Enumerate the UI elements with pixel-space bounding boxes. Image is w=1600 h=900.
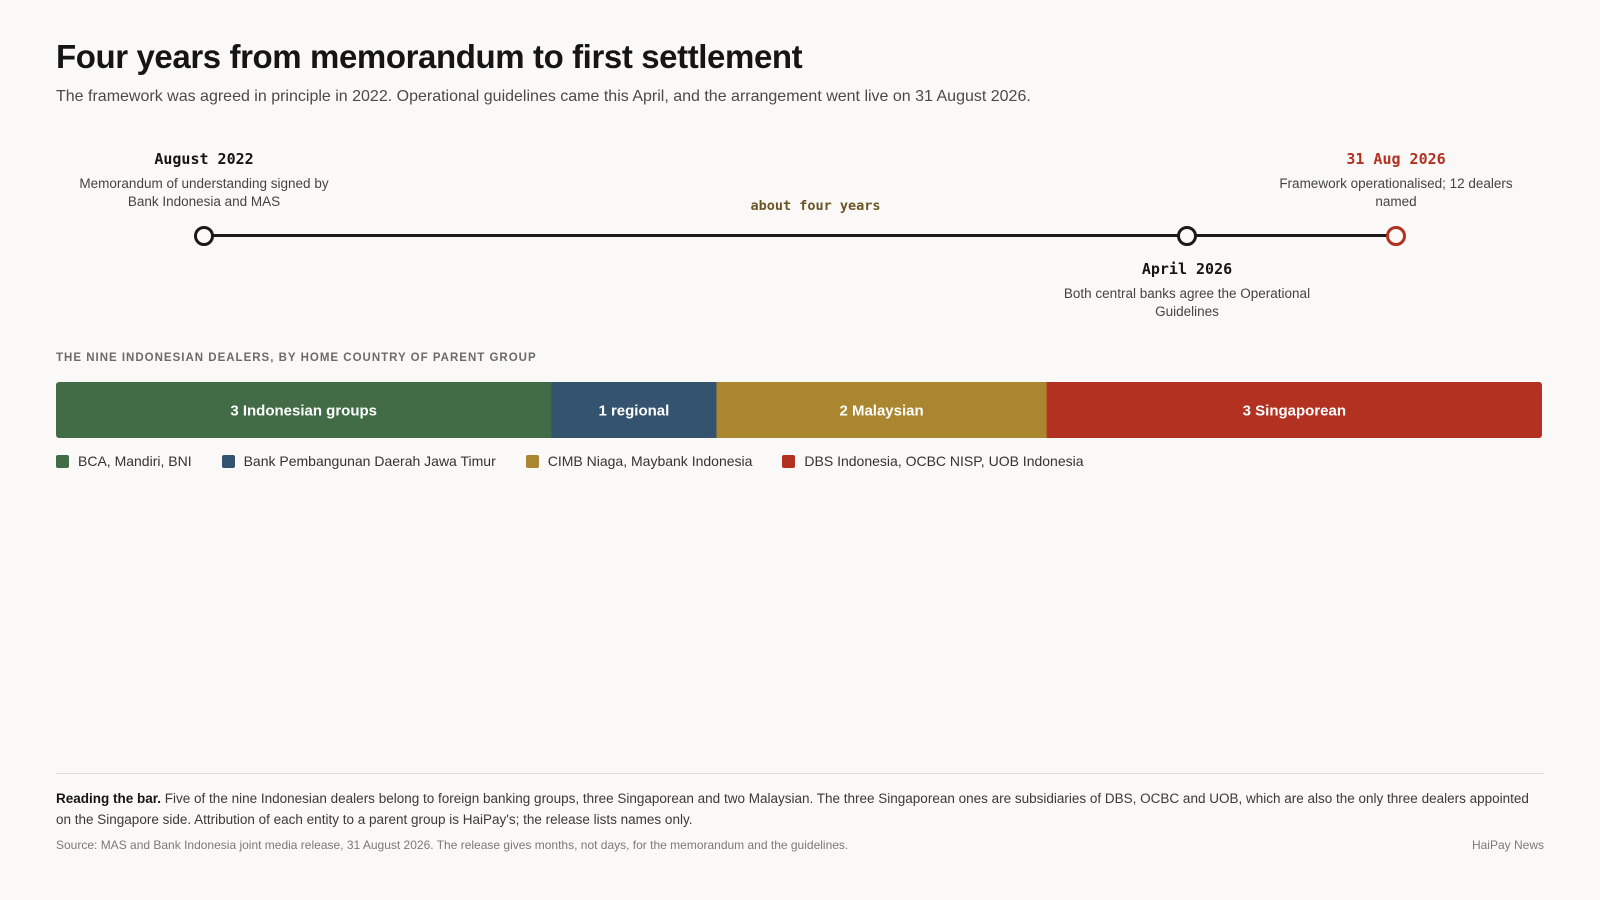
legend-swatch (525, 454, 539, 468)
page-title: Four years from memorandum to first sett… (56, 38, 803, 75)
page-subtitle: The framework was agreed in principle in… (56, 88, 1031, 105)
timeline-event-april-2026: April 2026 Both central banks agree the O… (1057, 260, 1317, 321)
bar-segment-3 (1046, 382, 1542, 438)
timeline-event-date: August 2022 (154, 150, 254, 168)
bar-segment-2 (716, 382, 1048, 438)
timeline-event-description: Both central banks agree the Operational… (1063, 286, 1311, 319)
bar-segment-label: 3 Indonesian groups (230, 403, 377, 420)
timeline-event-august-2022: August 2022 Memorandum of understanding s… (74, 150, 334, 211)
page: Four years from memorandum to first sett… (56, 0, 1544, 900)
legend-swatch (782, 454, 796, 468)
credit-line: HaiPay News (1471, 838, 1544, 852)
legend-swatch (56, 454, 69, 468)
source-line: Source: MAS and Bank Indonesia joint med… (56, 838, 849, 852)
footer-divider (56, 773, 1544, 774)
legend-item-3: DBS Indonesia, OCBC NISP, UOB Indonesia (782, 453, 1084, 469)
timeline-event-31-aug-2026: 31 Aug 2026 Framework operationalised; 12… (1266, 150, 1526, 211)
legend-label: BCA, Mandiri, BNI (78, 453, 192, 469)
timeline-marker-31-aug-2026 (1386, 226, 1406, 246)
timeline: about four years August 2022 Memorandum o… (56, 140, 1544, 340)
legend-item-2: CIMB Niaga, Maybank Indonesia (525, 453, 753, 469)
reading-note: Reading the bar. Five of the nine Indone… (56, 788, 1544, 830)
timeline-event-date: 31 Aug 2026 (1346, 150, 1446, 168)
bar-segment-0 (56, 382, 552, 438)
legend-label: Bank Pembangunan Daerah Jawa Timur (243, 453, 496, 469)
timeline-marker-august-2022 (194, 226, 214, 246)
timeline-marker-april-2026 (1177, 226, 1197, 246)
bar-legend: BCA, Mandiri, BNI Bank Pembangunan Daerah… (56, 453, 1084, 469)
legend-swatch (221, 454, 235, 468)
bar-segment-label: 3 Singaporean (1243, 403, 1346, 420)
timeline-event-description: Framework operationalised; 12 dealers na… (1279, 176, 1513, 209)
legend-item-1: Bank Pembangunan Daerah Jawa Timur (221, 453, 496, 469)
bar-heading: THE NINE INDONESIAN DEALERS, BY HOME COU… (56, 352, 537, 364)
bar-segment-label: 1 regional (598, 403, 669, 420)
stacked-bar-chart: 3 Indonesian groups 1 regional 2 Malaysian… (56, 382, 1542, 438)
timeline-event-description: Memorandum of understanding signed by Ba… (79, 176, 329, 209)
timeline-span-label: about four years (750, 198, 881, 214)
legend-item-0: BCA, Mandiri, BNI (56, 453, 192, 469)
bar-segment-label: 2 Malaysian (839, 403, 923, 420)
legend-label: DBS Indonesia, OCBC NISP, UOB Indonesia (804, 453, 1084, 469)
bar-segment-1 (551, 382, 717, 438)
timeline-axis (204, 234, 1396, 237)
legend-label: CIMB Niaga, Maybank Indonesia (547, 453, 753, 469)
reading-note-text: Five of the nine Indonesian dealers belo… (56, 791, 1529, 827)
timeline-event-date: April 2026 (1141, 260, 1233, 278)
reading-note-lead: Reading the bar. (56, 791, 162, 806)
